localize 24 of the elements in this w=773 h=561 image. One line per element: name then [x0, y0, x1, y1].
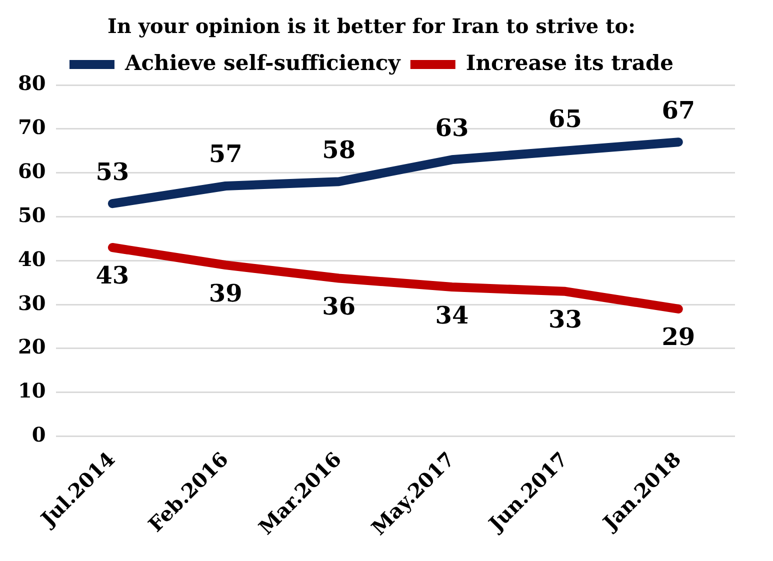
chart-title: In your opinion is it better for Iran to strive to:	[107, 14, 636, 38]
y-tick-label: 80	[18, 71, 46, 96]
data-label: 36	[322, 291, 356, 320]
legend-label: Achieve self-sufficiency	[124, 50, 402, 75]
y-tick-label: 40	[18, 246, 46, 271]
y-tick-label: 0	[32, 422, 46, 447]
data-label: 57	[208, 139, 242, 168]
y-tick-label: 70	[18, 115, 46, 140]
y-tick-label: 50	[18, 202, 46, 227]
legend-label: Increase its trade	[466, 50, 674, 75]
data-label: 65	[548, 104, 582, 134]
data-label: 43	[96, 260, 130, 290]
data-label: 58	[322, 134, 356, 164]
y-tick-label: 10	[18, 378, 46, 403]
data-label: 63	[435, 112, 469, 142]
data-label: 53	[96, 156, 130, 186]
y-tick-label: 30	[18, 290, 46, 315]
y-tick-label: 20	[18, 334, 46, 359]
data-label: 34	[435, 300, 469, 330]
data-label: 29	[662, 322, 696, 352]
data-label: 33	[548, 304, 582, 334]
data-label: 67	[662, 95, 696, 124]
y-tick-label: 60	[18, 159, 46, 184]
data-label: 39	[208, 278, 242, 308]
